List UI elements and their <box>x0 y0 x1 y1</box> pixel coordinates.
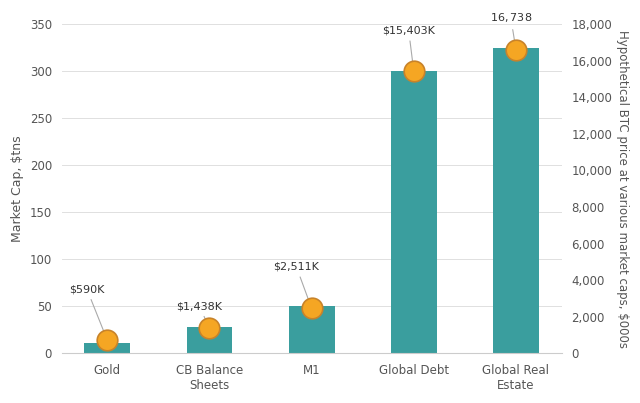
Bar <box>186 327 232 353</box>
Text: $2,511K: $2,511K <box>273 262 319 306</box>
Point <box>102 337 113 343</box>
Point <box>409 68 419 75</box>
Bar <box>391 71 436 353</box>
Bar <box>493 48 539 353</box>
Bar <box>289 306 335 353</box>
Bar <box>84 343 131 353</box>
Text: $15,403K: $15,403K <box>382 25 435 69</box>
Point <box>307 305 317 312</box>
Y-axis label: Hypothetical BTC price at various market caps, $000s: Hypothetical BTC price at various market… <box>616 30 629 348</box>
Text: $590K: $590K <box>69 284 106 338</box>
Y-axis label: Market Cap, $tns: Market Cap, $tns <box>11 135 24 242</box>
Text: $16,738$: $16,738$ <box>490 11 532 47</box>
Point <box>511 46 521 53</box>
Text: $1,438K: $1,438K <box>176 301 222 326</box>
Point <box>204 325 214 331</box>
